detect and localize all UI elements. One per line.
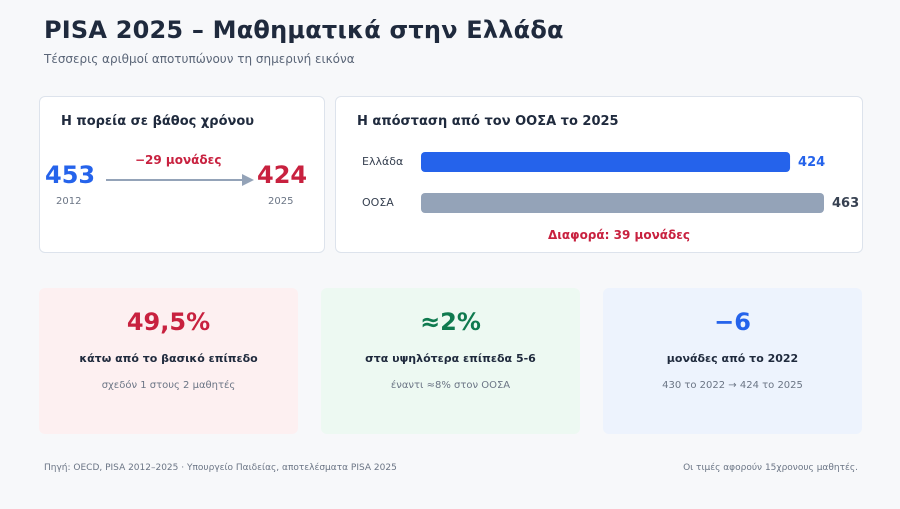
kpi-label: κάτω από το βασικό επίπεδο <box>79 352 258 365</box>
kpi-card-change-2022: −6 μονάδες από το 2022 430 το 2022 → 424… <box>603 288 862 434</box>
trend-start-year: 2012 <box>56 196 82 207</box>
page-title: PISA 2025 – Μαθηματικά στην Ελλάδα <box>44 16 564 44</box>
kpi-note: 430 το 2022 → 424 το 2025 <box>662 380 803 391</box>
trend-end-year: 2025 <box>268 196 294 207</box>
page-subtitle: Τέσσερις αριθμοί αποτυπώνουν τη σημερινή… <box>44 52 355 66</box>
kpi-label: μονάδες από το 2022 <box>666 352 799 365</box>
trend-card: Η πορεία σε βάθος χρόνου 453 2012 −29 μο… <box>39 96 325 253</box>
kpi-label: στα υψηλότερα επίπεδα 5-6 <box>365 352 536 365</box>
gap-chart-title: Η απόσταση από τον ΟΟΣΑ το 2025 <box>357 114 619 129</box>
kpi-note: έναντι ≈8% στον ΟΟΣΑ <box>390 380 511 391</box>
kpi-card-top-levels: ≈2% στα υψηλότερα επίπεδα 5-6 έναντι ≈8%… <box>321 288 580 434</box>
bar-difference-annotation: Διαφορά: 39 μονάδες <box>548 228 690 242</box>
trend-card-title: Η πορεία σε βάθος χρόνου <box>61 114 255 129</box>
kpi-card-below-basic: 49,5% κάτω από το βασικό επίπεδο σχεδόν … <box>39 288 298 434</box>
kpi-note: σχεδόν 1 στους 2 μαθητές <box>101 380 236 391</box>
footer-source: Πηγή: OECD, PISA 2012–2025 · Υπουργείο Π… <box>44 463 397 473</box>
trend-arrow-icon <box>106 174 254 186</box>
trend-delta-label: −29 μονάδες <box>135 153 222 167</box>
bar-value-label: 463 <box>832 196 859 211</box>
bar-value-label: 424 <box>798 155 825 170</box>
bar-1 <box>421 193 824 213</box>
kpi-value: 49,5% <box>126 308 211 336</box>
trend-start-value: 453 <box>45 161 96 189</box>
kpi-value: −6 <box>714 308 751 336</box>
bar-category-label: ΟΟΣΑ <box>362 196 394 209</box>
kpi-value: ≈2% <box>420 308 481 336</box>
gap-bar-chart: Ελλάδα 424 ΟΟΣΑ 463 Διαφορά: 39 μονάδες <box>362 152 859 242</box>
footer-note: Οι τιμές αφορούν 15χρονους μαθητές. <box>683 463 858 473</box>
trend-end-value: 424 <box>257 161 308 189</box>
gap-card: Η απόσταση από τον ΟΟΣΑ το 2025 Ελλάδα 42… <box>335 96 863 253</box>
bar-category-label: Ελλάδα <box>362 155 403 168</box>
bar-0 <box>421 152 791 172</box>
